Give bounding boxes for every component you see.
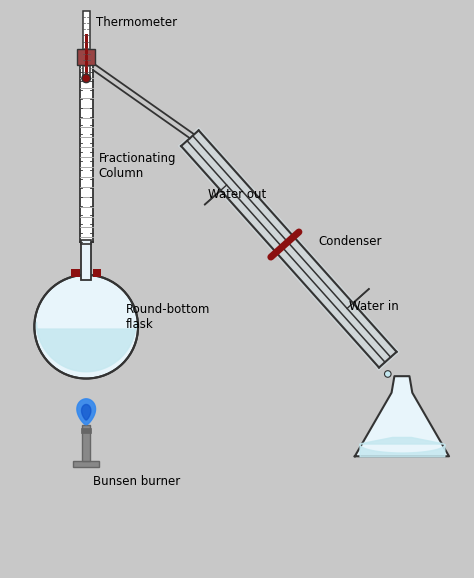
Text: Bunsen burner: Bunsen burner	[93, 475, 181, 488]
Circle shape	[82, 74, 91, 83]
Bar	[71, 269, 80, 277]
Bar	[82, 425, 91, 461]
Bar	[73, 461, 100, 467]
Bar	[81, 428, 91, 433]
Bar	[85, 34, 88, 77]
Text: Water out: Water out	[209, 187, 267, 201]
Circle shape	[35, 275, 138, 379]
Bar	[82, 242, 91, 280]
Polygon shape	[82, 405, 91, 420]
Text: Thermometer: Thermometer	[96, 16, 177, 29]
Polygon shape	[36, 322, 136, 372]
Bar	[80, 63, 93, 242]
Text: Fractionating
Column: Fractionating Column	[99, 153, 176, 180]
Text: Round-bottom
flask: Round-bottom flask	[126, 303, 210, 331]
Bar	[83, 11, 90, 77]
Circle shape	[384, 370, 391, 377]
Bar	[93, 269, 101, 277]
Text: Water in: Water in	[349, 300, 399, 313]
Bar	[82, 239, 91, 244]
Polygon shape	[359, 438, 444, 444]
Polygon shape	[355, 376, 449, 456]
Bar	[77, 49, 95, 65]
Text: Condenser: Condenser	[319, 235, 383, 249]
Polygon shape	[77, 399, 96, 425]
